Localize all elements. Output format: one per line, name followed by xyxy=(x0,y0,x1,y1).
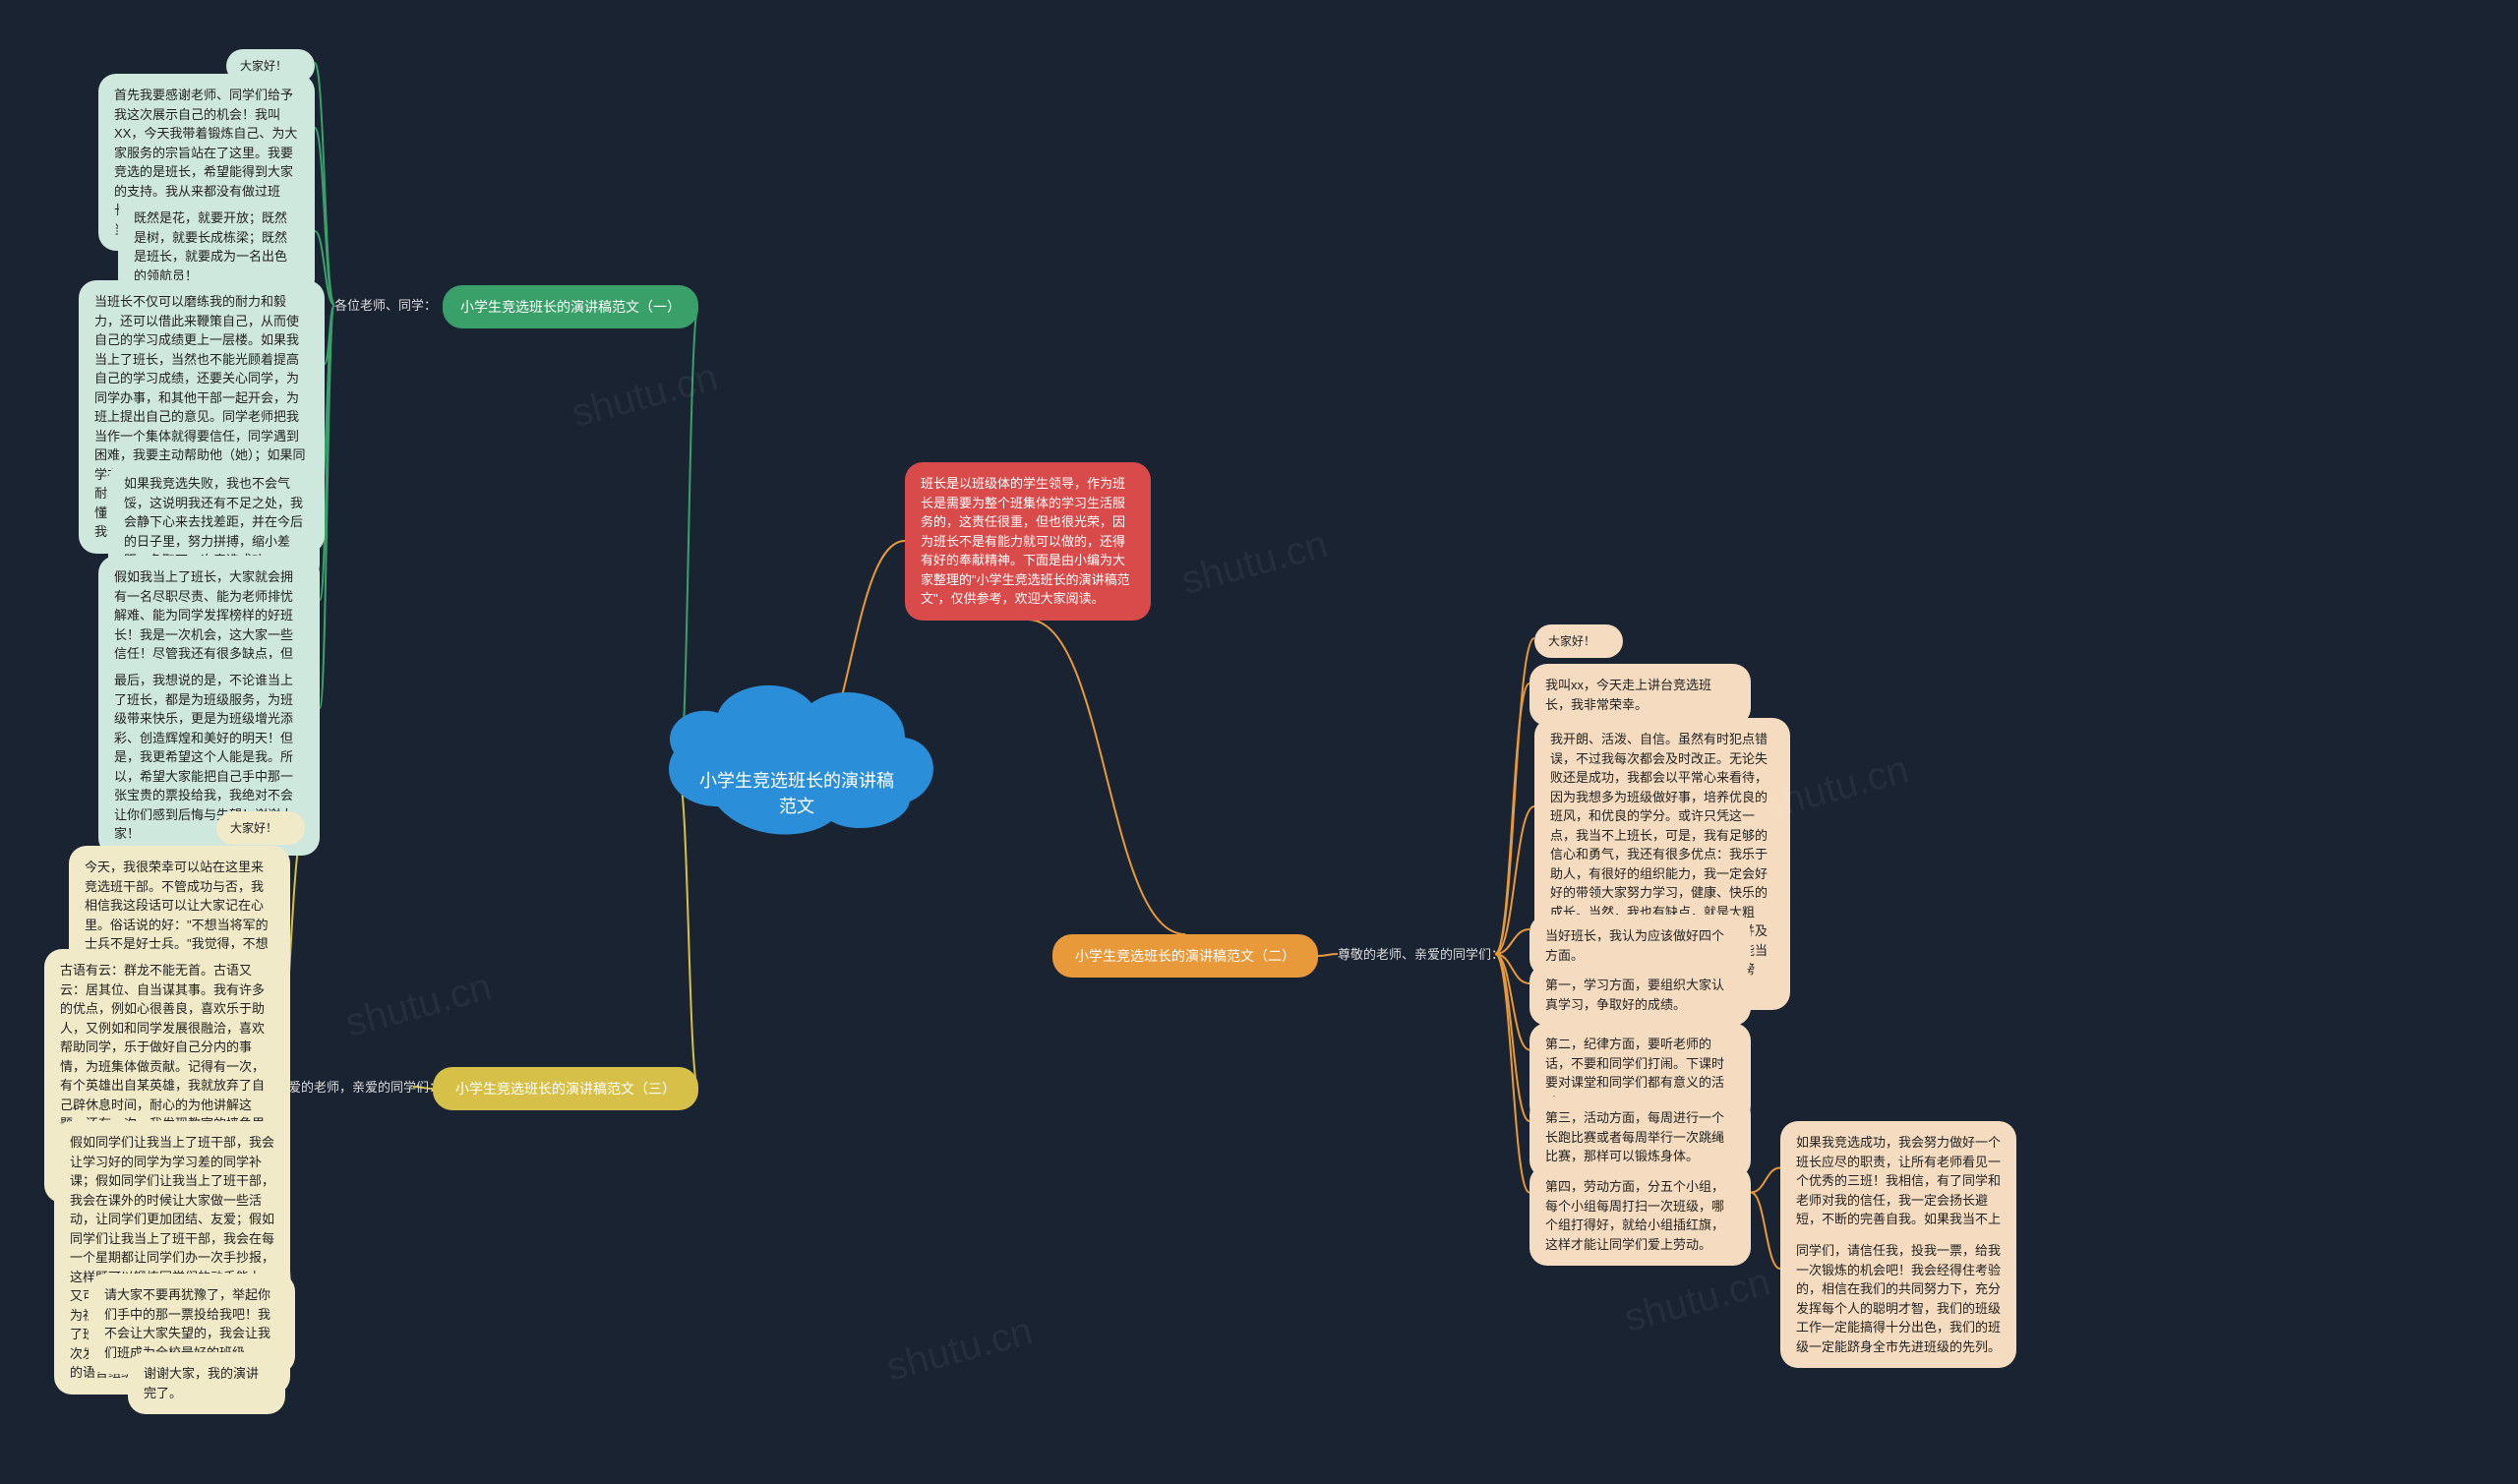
watermark: shutu.cn xyxy=(1177,522,1333,604)
branch-label: 小学生竞选班长的演讲稿范文（三） xyxy=(433,1067,698,1110)
leaf-node: 同学们，请信任我，投我一票，给我一次锻炼的机会吧！我会经得住考验的，相信在我们的… xyxy=(1780,1229,2016,1368)
center-title: 小学生竞选班长的演讲稿范文 xyxy=(698,767,895,818)
leaf-node: 大家好！ xyxy=(216,811,305,845)
leaf-node: 班长是以班级体的学生领导，作为班长是需要为整个班集体的学习生活服务的，这责任很重… xyxy=(905,462,1151,621)
mindmap-canvas: 小学生竞选班长的演讲稿范文 小学生竞选班长的演讲稿范文（一） 各位老师、同学： 大家… xyxy=(0,0,2518,1484)
leaf-node: 第一，学习方面，要组织大家认真学习，争取好的成绩。 xyxy=(1529,964,1751,1026)
watermark: shutu.cn xyxy=(341,965,497,1046)
cloud-shape xyxy=(649,669,944,846)
watermark: shutu.cn xyxy=(1620,1260,1775,1341)
leaf-node: 大家好！ xyxy=(1534,624,1623,658)
watermark: shutu.cn xyxy=(568,355,723,437)
branch-label: 小学生竞选班长的演讲稿范文（一） xyxy=(443,285,698,328)
leaf-node: 谢谢大家，我的演讲完了。 xyxy=(128,1352,285,1414)
leaf-node: 我叫xx，今天走上讲台竞选班长，我非常荣幸。 xyxy=(1529,664,1751,726)
connector-layer xyxy=(0,0,2518,1484)
sub-label: 各位老师、同学： xyxy=(334,295,437,314)
branch-label: 小学生竞选班长的演讲稿范文（二） xyxy=(1052,934,1318,978)
watermark: shutu.cn xyxy=(882,1309,1038,1391)
sub-label: 尊敬的老师、亲爱的同学们： xyxy=(1338,944,1504,963)
leaf-node: 第四，劳动方面，分五个小组，每个小组每周打扫一次班级，哪个组打得好，就给小组插红… xyxy=(1529,1165,1751,1266)
sub-label: 敬爱的老师，亲爱的同学们： xyxy=(275,1077,442,1096)
